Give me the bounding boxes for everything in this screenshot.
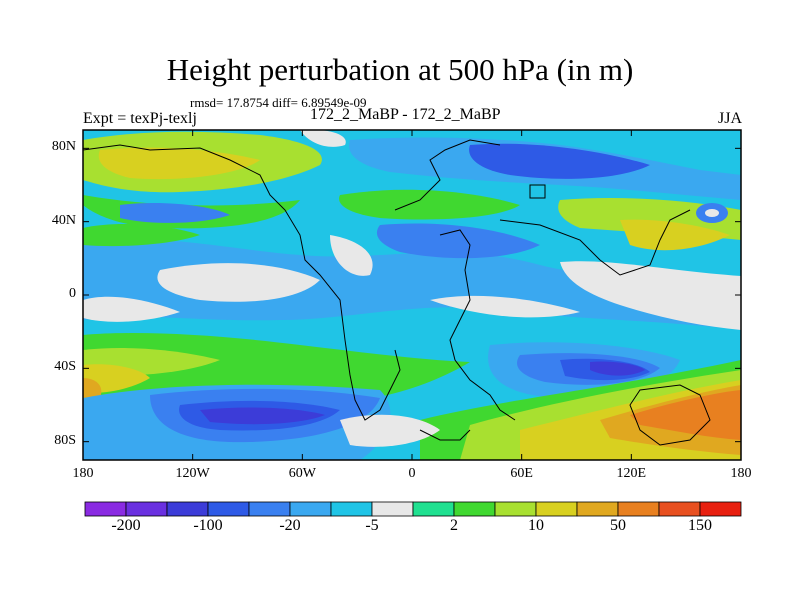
colorbar-swatch (453, 501, 496, 517)
colorbar-label: 150 (688, 517, 712, 534)
colorbar-swatch (699, 501, 742, 517)
colorbar-swatch (207, 501, 250, 517)
x-tick-label: 180 (72, 466, 94, 481)
y-tick-label: 40S (54, 359, 76, 375)
colorbar-label: 10 (528, 517, 544, 534)
y-tick-label: 0 (69, 286, 76, 301)
x-tick-label: 60W (288, 466, 316, 481)
colorbar-swatch (125, 501, 168, 517)
colorbar-swatch (289, 501, 332, 517)
coastlines (83, 139, 711, 446)
colorbar-swatch (658, 501, 701, 517)
colorbar-swatch (166, 501, 209, 517)
y-tick-label: 80S (54, 432, 76, 448)
x-tick-label: 120E (616, 466, 647, 481)
colorbar-label: -5 (365, 517, 379, 534)
colorbar-swatch (617, 501, 660, 517)
stats-text: rmsd= 17.8754 diff= 6.89549e-09 (190, 95, 367, 110)
x-axis-ticks (82, 130, 742, 460)
colorbar-swatch (84, 501, 127, 517)
colorbar-label: -20 (279, 517, 301, 534)
colorbar-label: -200 (111, 517, 141, 534)
x-tick-label: 120W (175, 466, 210, 481)
x-tick-label: 60E (510, 466, 533, 481)
colorbar (84, 501, 742, 517)
contour-field (83, 130, 741, 460)
colorbar-label: -100 (193, 517, 223, 534)
colorbar-swatch (330, 501, 373, 517)
y-tick-label: 40N (51, 212, 76, 228)
plot-title: Height perturbation at 500 hPa (in m) (166, 52, 634, 87)
season-label: JJA (717, 110, 742, 127)
colorbar-swatch (412, 501, 455, 517)
colorbar-label: 2 (450, 517, 458, 534)
y-tick-label: 80N (51, 139, 76, 155)
x-tick-label: 0 (408, 466, 416, 481)
colorbar-swatch (494, 501, 537, 517)
x-tick-label: 180 (730, 466, 752, 481)
colorbar-swatch (248, 501, 291, 517)
colorbar-label: 50 (610, 517, 626, 534)
colorbar-swatch (371, 501, 414, 517)
colorbar-swatch (535, 501, 578, 517)
center-subtitle: 172_2_MaBP - 172_2_MaBP (310, 106, 501, 123)
y-axis-ticks (83, 147, 741, 443)
colorbar-swatch (576, 501, 619, 517)
left-subtitle: Expt = texPj-texlj (83, 110, 197, 127)
